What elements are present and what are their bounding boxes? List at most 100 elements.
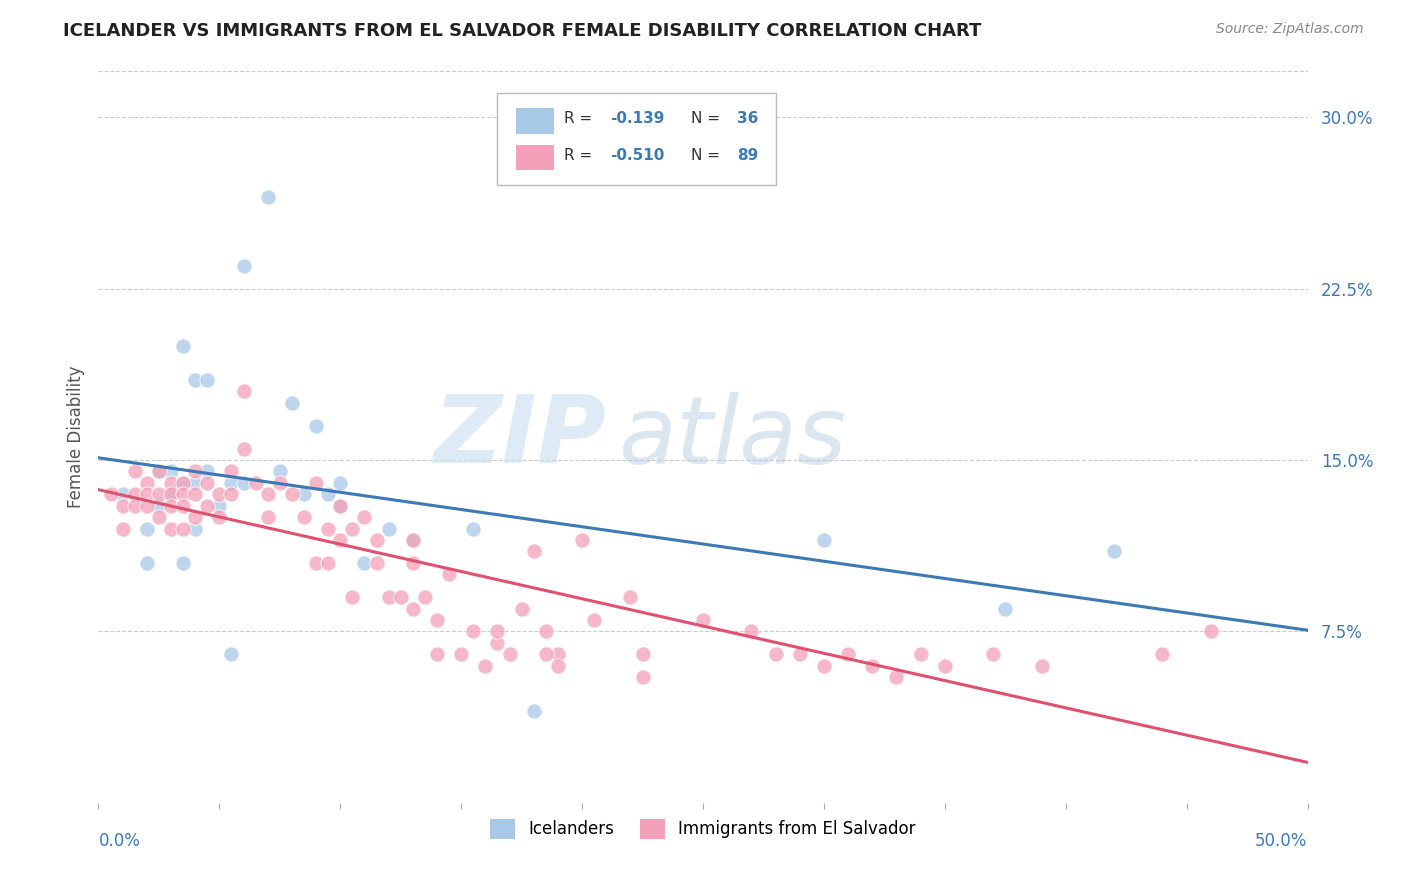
Point bbox=[631, 647, 654, 661]
Point bbox=[413, 590, 436, 604]
Point bbox=[135, 487, 157, 501]
Point bbox=[402, 556, 425, 570]
Point bbox=[256, 510, 278, 524]
Point bbox=[366, 533, 388, 547]
Point bbox=[426, 647, 449, 661]
Point bbox=[232, 475, 254, 490]
Point bbox=[256, 190, 278, 204]
Text: R =: R = bbox=[564, 148, 598, 163]
Point bbox=[184, 373, 207, 387]
Point bbox=[305, 556, 328, 570]
Point bbox=[305, 418, 328, 433]
Point bbox=[692, 613, 714, 627]
Text: R =: R = bbox=[564, 112, 598, 127]
Point bbox=[100, 487, 122, 501]
Text: Source: ZipAtlas.com: Source: ZipAtlas.com bbox=[1216, 22, 1364, 37]
Point bbox=[232, 442, 254, 456]
Point bbox=[740, 624, 762, 639]
Point bbox=[426, 613, 449, 627]
Point bbox=[547, 658, 569, 673]
Point bbox=[402, 601, 425, 615]
Point bbox=[172, 556, 194, 570]
Point bbox=[342, 590, 364, 604]
Point bbox=[571, 533, 593, 547]
Point bbox=[498, 647, 520, 661]
Point bbox=[486, 636, 509, 650]
Text: 0.0%: 0.0% bbox=[98, 832, 141, 850]
Point bbox=[160, 521, 183, 535]
Point bbox=[292, 510, 315, 524]
Point bbox=[1152, 647, 1174, 661]
Point bbox=[366, 556, 388, 570]
Point bbox=[195, 464, 218, 478]
Point bbox=[486, 624, 509, 639]
Legend: Icelanders, Immigrants from El Salvador: Icelanders, Immigrants from El Salvador bbox=[484, 812, 922, 846]
Text: 36: 36 bbox=[737, 112, 758, 127]
Point bbox=[316, 521, 339, 535]
Point bbox=[353, 510, 375, 524]
Point bbox=[329, 499, 352, 513]
Point bbox=[994, 601, 1017, 615]
Point bbox=[232, 384, 254, 399]
Point bbox=[474, 658, 496, 673]
Text: -0.510: -0.510 bbox=[610, 148, 664, 163]
Point bbox=[172, 475, 194, 490]
Point bbox=[184, 464, 207, 478]
Point bbox=[789, 647, 811, 661]
Point bbox=[583, 613, 606, 627]
Point bbox=[813, 533, 835, 547]
Point bbox=[195, 373, 218, 387]
Point bbox=[402, 533, 425, 547]
Point bbox=[148, 499, 170, 513]
Point bbox=[111, 487, 134, 501]
FancyBboxPatch shape bbox=[498, 94, 776, 185]
Point bbox=[437, 567, 460, 582]
Point bbox=[111, 499, 134, 513]
Point bbox=[292, 487, 315, 501]
Point bbox=[172, 475, 194, 490]
Point bbox=[111, 521, 134, 535]
Point bbox=[510, 601, 533, 615]
Text: ICELANDER VS IMMIGRANTS FROM EL SALVADOR FEMALE DISABILITY CORRELATION CHART: ICELANDER VS IMMIGRANTS FROM EL SALVADOR… bbox=[63, 22, 981, 40]
Point bbox=[981, 647, 1004, 661]
Point bbox=[184, 521, 207, 535]
Point bbox=[534, 624, 557, 639]
Point bbox=[1031, 658, 1053, 673]
Point bbox=[402, 533, 425, 547]
Point bbox=[534, 647, 557, 661]
Point bbox=[619, 590, 641, 604]
Point bbox=[1102, 544, 1125, 558]
Text: -0.139: -0.139 bbox=[610, 112, 664, 127]
Point bbox=[124, 499, 146, 513]
Point bbox=[316, 487, 339, 501]
Point bbox=[329, 475, 352, 490]
Point bbox=[342, 521, 364, 535]
Point bbox=[221, 475, 243, 490]
Point bbox=[148, 487, 170, 501]
Point bbox=[269, 475, 291, 490]
Point bbox=[135, 556, 157, 570]
Point bbox=[160, 475, 183, 490]
Point bbox=[184, 510, 207, 524]
Point bbox=[547, 647, 569, 661]
Text: ZIP: ZIP bbox=[433, 391, 606, 483]
Point bbox=[135, 521, 157, 535]
Point bbox=[934, 658, 956, 673]
Point bbox=[148, 510, 170, 524]
Text: atlas: atlas bbox=[619, 392, 846, 483]
Point bbox=[160, 464, 183, 478]
Point bbox=[377, 590, 399, 604]
Point bbox=[463, 521, 485, 535]
Point bbox=[316, 556, 339, 570]
Point bbox=[124, 487, 146, 501]
Point bbox=[160, 499, 183, 513]
Text: N =: N = bbox=[690, 112, 724, 127]
Point bbox=[281, 396, 304, 410]
Point bbox=[172, 487, 194, 501]
Point bbox=[208, 499, 231, 513]
Point bbox=[245, 475, 267, 490]
Point bbox=[172, 521, 194, 535]
Point bbox=[353, 556, 375, 570]
Point bbox=[281, 487, 304, 501]
Point bbox=[523, 544, 546, 558]
